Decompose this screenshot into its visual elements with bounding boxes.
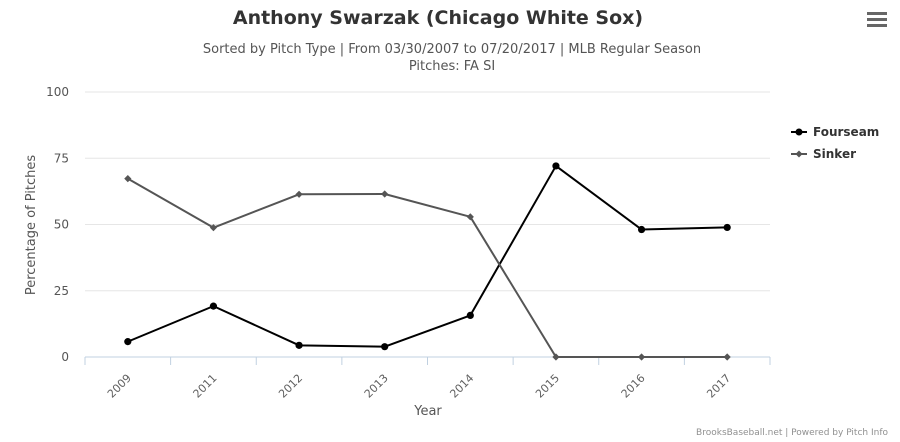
data-point[interactable] [295, 341, 303, 349]
data-point[interactable] [552, 162, 560, 170]
x-tick-label: 2013 [362, 372, 391, 401]
y-tick-label: 75 [54, 151, 69, 165]
x-tick-label: 2017 [704, 372, 733, 401]
y-axis-title: Percentage of Pitches [24, 155, 39, 296]
hamburger-menu-icon[interactable] [864, 8, 890, 32]
data-point[interactable] [723, 223, 731, 232]
chart-subtitle-pitches: Pitches: FA SI [409, 59, 495, 74]
data-point[interactable] [637, 225, 646, 234]
data-point[interactable] [124, 338, 132, 346]
data-point[interactable] [552, 353, 560, 361]
data-point[interactable] [381, 190, 389, 198]
x-tick-label: 2012 [276, 372, 305, 401]
x-tick-label: 2014 [447, 372, 476, 401]
data-point[interactable] [637, 353, 646, 361]
y-axis-ticks: 0 25 50 75 100 [46, 85, 69, 364]
chart-credits[interactable]: BrooksBaseball.net | Powered by Pitch In… [696, 428, 888, 438]
series-fourseam [124, 162, 731, 351]
x-tick-label: 2016 [619, 372, 648, 401]
data-point[interactable] [466, 311, 474, 319]
x-tick-label: 2011 [191, 372, 220, 401]
legend-label: Sinker [813, 147, 856, 161]
y-tick-label: 0 [61, 350, 69, 364]
series-layer [124, 162, 731, 361]
legend-marker [795, 128, 803, 136]
legend: Fourseam Sinker [791, 125, 879, 161]
series-sinker [124, 175, 731, 361]
x-axis-ticks: 2009 2011 2012 2013 2014 2015 2016 2017 [84, 357, 771, 401]
data-point[interactable] [295, 190, 303, 198]
y-tick-label: 100 [46, 85, 69, 99]
data-point[interactable] [723, 353, 731, 361]
y-tick-label: 50 [54, 218, 69, 232]
x-tick-label: 2009 [105, 372, 134, 401]
chart-subtitle: Sorted by Pitch Type | From 03/30/2007 t… [203, 42, 701, 57]
legend-item-sinker[interactable]: Sinker [791, 147, 856, 161]
series-line [127, 177, 728, 358]
chart-title: Anthony Swarzak (Chicago White Sox) [233, 7, 643, 29]
data-point[interactable] [209, 302, 218, 310]
data-point[interactable] [124, 175, 132, 183]
x-axis-title: Year [413, 404, 442, 419]
x-tick-label: 2015 [533, 372, 562, 401]
data-point[interactable] [209, 224, 218, 232]
data-point[interactable] [466, 213, 474, 221]
legend-item-fourseam[interactable]: Fourseam [791, 125, 879, 139]
legend-label: Fourseam [813, 125, 879, 139]
y-tick-label: 25 [54, 284, 69, 298]
legend-marker [795, 150, 803, 158]
data-point[interactable] [381, 343, 389, 351]
series-line [127, 164, 728, 348]
